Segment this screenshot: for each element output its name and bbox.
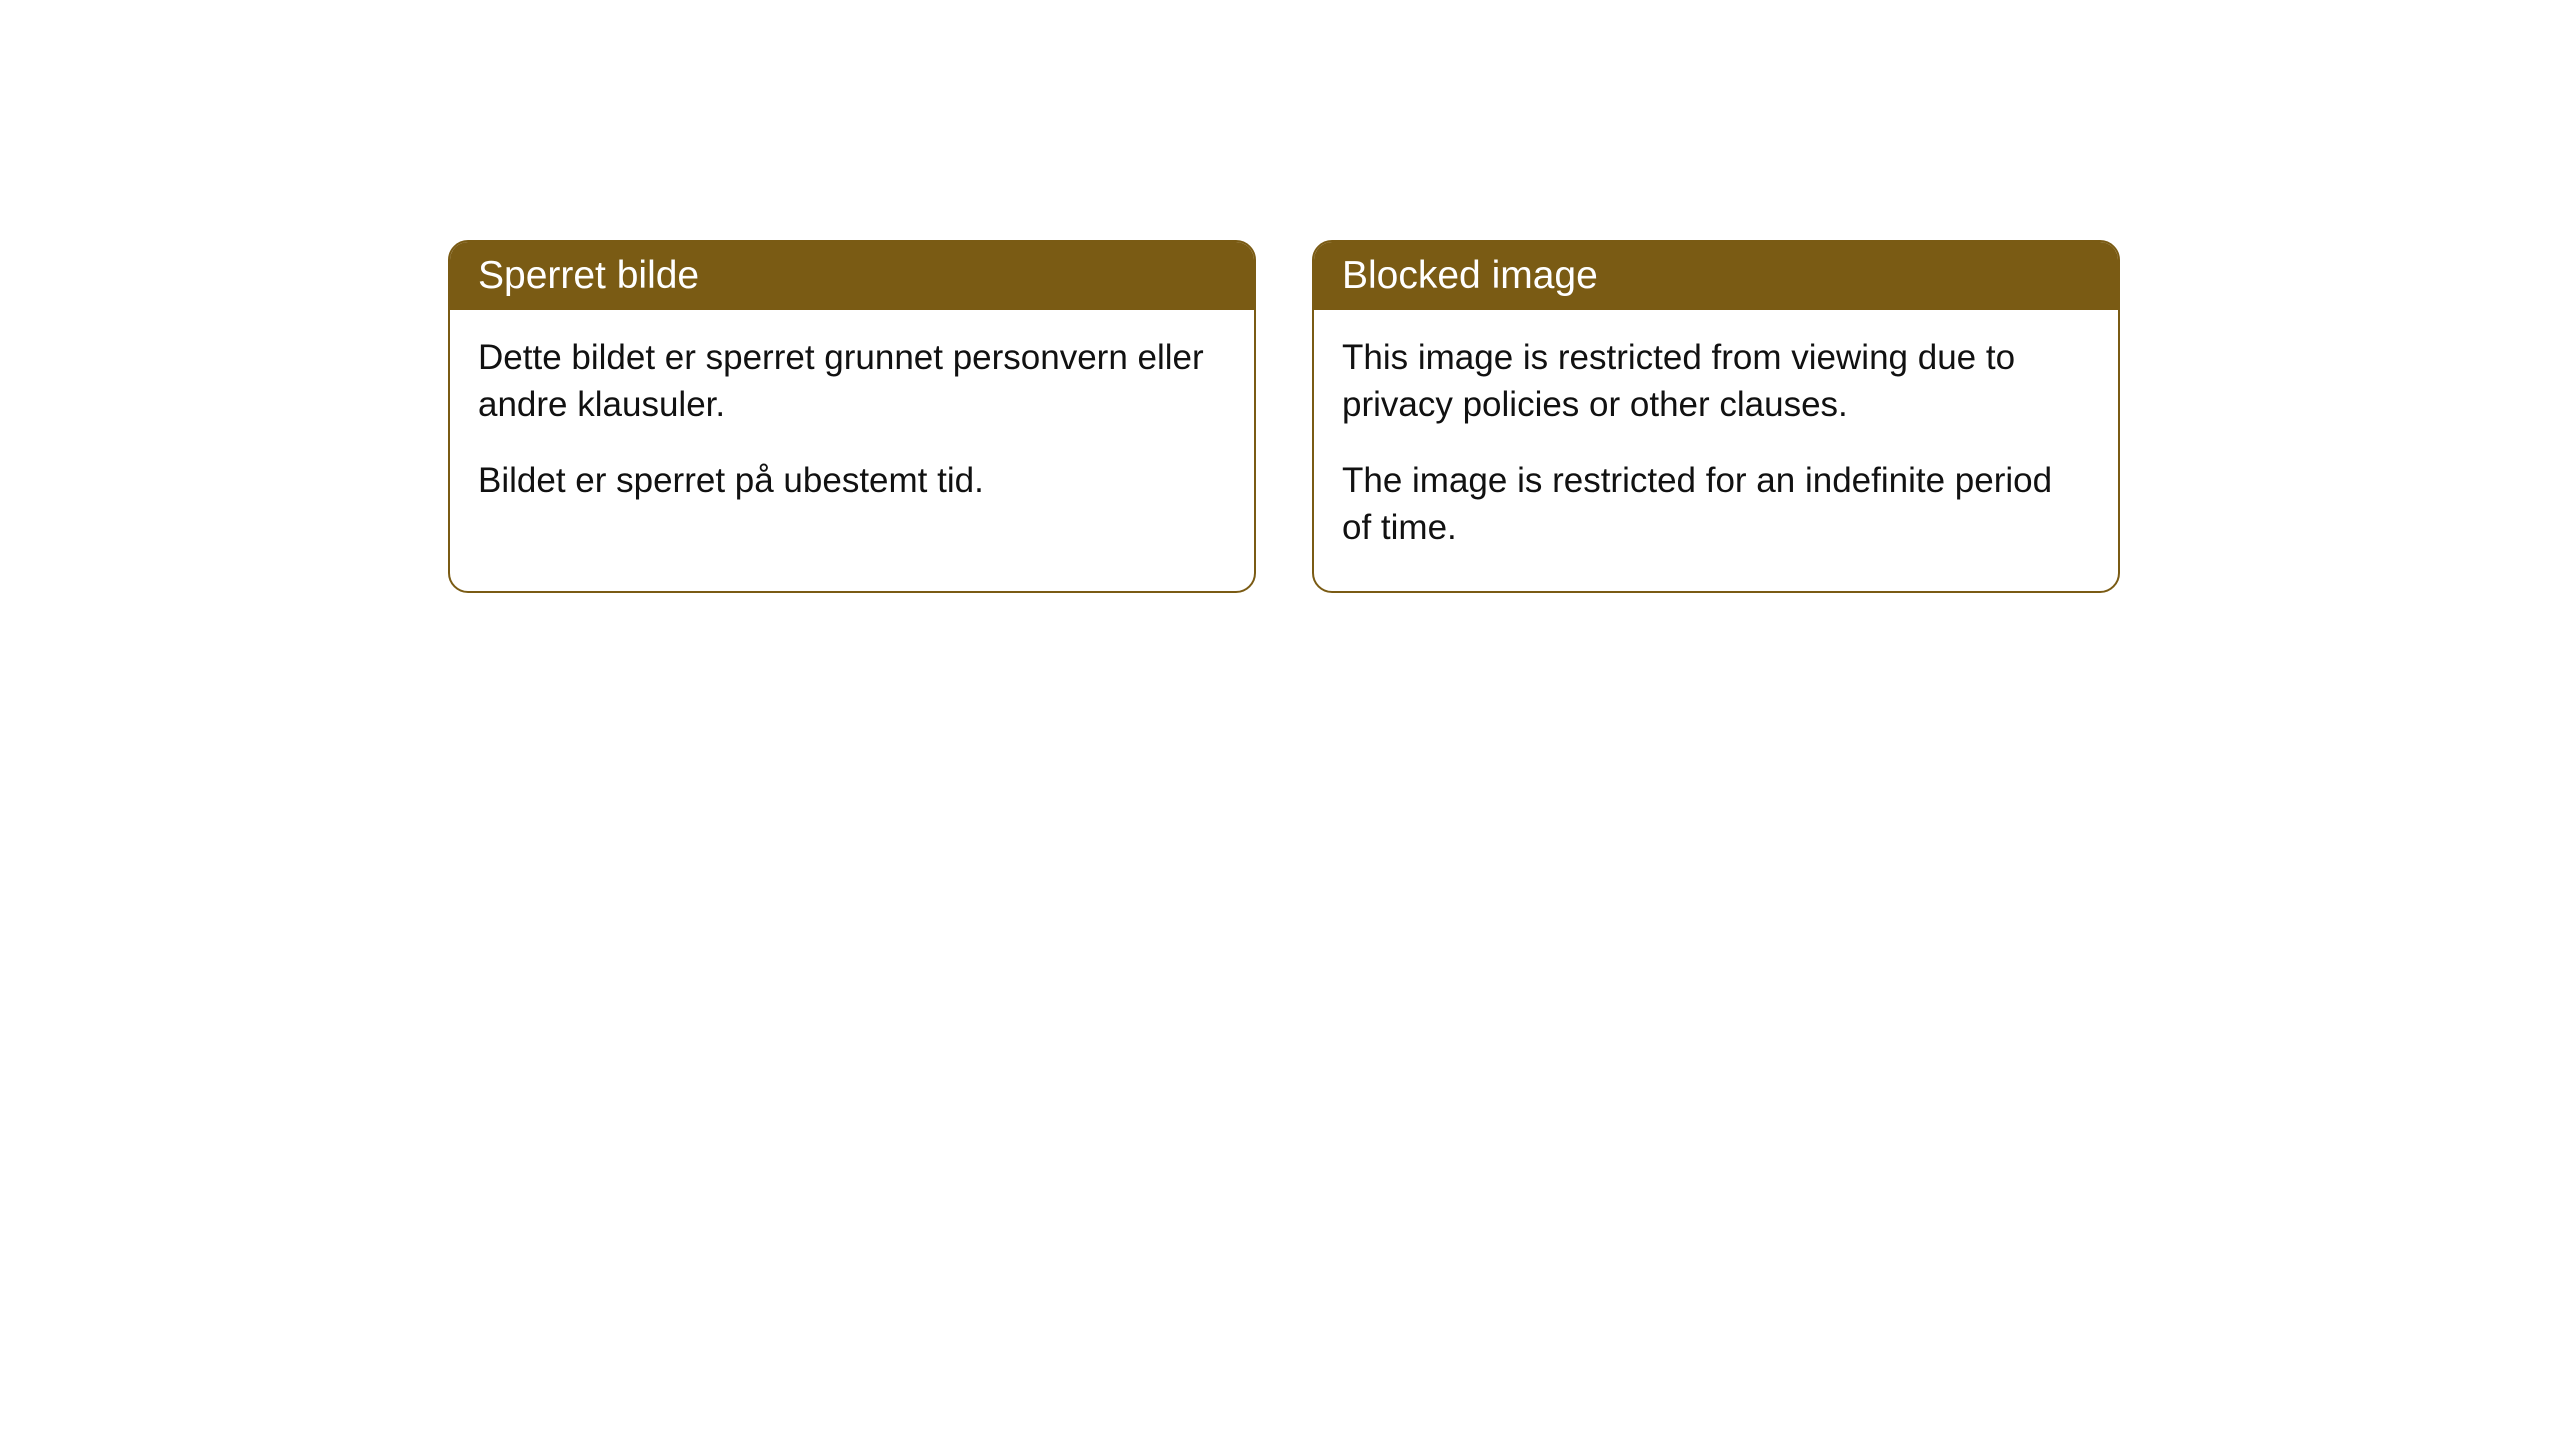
card-title-norwegian: Sperret bilde [478,254,699,297]
card-header-english: Blocked image [1314,242,2118,310]
notice-card-norwegian: Sperret bilde Dette bildet er sperret gr… [448,240,1256,593]
card-title-english: Blocked image [1342,254,1598,297]
card-text-norwegian-p1: Dette bildet er sperret grunnet personve… [478,334,1226,429]
notice-container: Sperret bilde Dette bildet er sperret gr… [448,240,2120,593]
card-body-english: This image is restricted from viewing du… [1314,310,2118,591]
card-text-english-p1: This image is restricted from viewing du… [1342,334,2090,429]
notice-card-english: Blocked image This image is restricted f… [1312,240,2120,593]
card-text-norwegian-p2: Bildet er sperret på ubestemt tid. [478,457,1226,504]
card-text-english-p2: The image is restricted for an indefinit… [1342,457,2090,552]
card-header-norwegian: Sperret bilde [450,242,1254,310]
card-body-norwegian: Dette bildet er sperret grunnet personve… [450,310,1254,544]
